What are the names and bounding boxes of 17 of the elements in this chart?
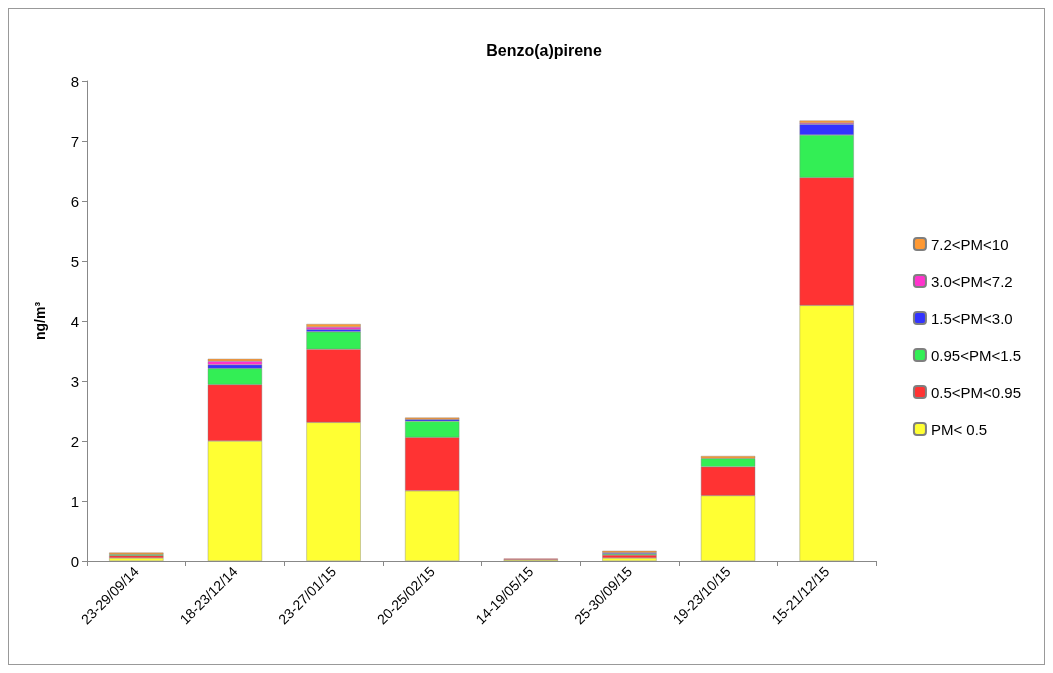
legend-label: 7.2<PM<10 — [930, 235, 1009, 253]
y-tick-label: 0 — [70, 552, 79, 570]
y-axis-title: ng/m³ — [32, 301, 48, 341]
legend-label: 0.95<PM<1.5 — [930, 346, 1022, 364]
y-tick-label: 4 — [70, 312, 79, 330]
legend-label: PM< 0.5 — [930, 420, 988, 438]
y-tick-label: 3 — [70, 372, 79, 390]
legend-label: 1.5<PM<3.0 — [930, 309, 1013, 327]
legend-label: 3.0<PM<7.2 — [930, 272, 1013, 290]
y-tick-label: 5 — [70, 252, 79, 270]
y-tick-label: 7 — [70, 132, 79, 150]
legend-label: 0.5<PM<0.95 — [930, 383, 1022, 401]
chart-title: Benzo(a)pirene — [486, 41, 602, 59]
y-tick-label: 1 — [70, 492, 79, 510]
y-tick-label: 2 — [70, 432, 79, 450]
y-tick-label: 6 — [70, 192, 79, 210]
y-tick-label: 8 — [70, 72, 79, 90]
